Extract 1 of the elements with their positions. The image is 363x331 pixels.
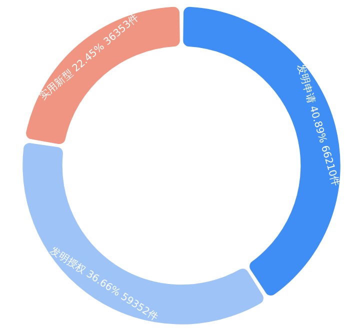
slice-label: 发明申请 40.89% 66210件 [294,63,342,188]
